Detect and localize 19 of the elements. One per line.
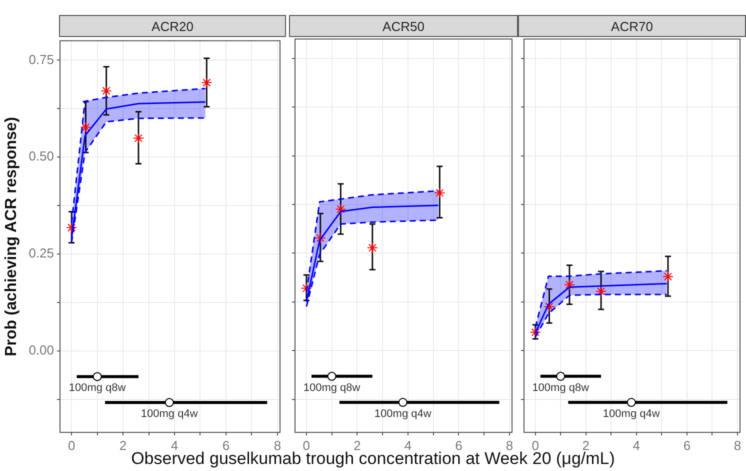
x-tick-label: 6 xyxy=(683,438,691,453)
chart-title: ACR50 xyxy=(289,15,518,37)
y-tick-label: 0.25 xyxy=(28,246,54,261)
annotation: 100mg q4w xyxy=(602,408,660,420)
annotation: 100mg q4w xyxy=(374,408,432,420)
x-tick-label: 0 xyxy=(68,438,76,453)
x-tick-label: 2 xyxy=(119,438,127,453)
x-tick-label: 4 xyxy=(632,438,640,453)
chart-title: ACR70 xyxy=(518,15,746,37)
y-tick-label: 0.00 xyxy=(28,342,54,358)
y-axis-title: Prob (achieving ACR response) xyxy=(3,116,20,356)
annotation: 100mg q8w xyxy=(303,382,360,394)
annotation: 100mg q4w xyxy=(140,408,198,420)
y-tick-label: 0.75 xyxy=(28,52,54,67)
annotation: 100mg q8w xyxy=(68,382,126,394)
chart-title: ACR20 xyxy=(59,15,286,37)
x-tick-label: 8 xyxy=(734,438,742,453)
annotation: 100mg q8w xyxy=(532,382,590,394)
y-tick-label: 0.50 xyxy=(28,148,54,164)
